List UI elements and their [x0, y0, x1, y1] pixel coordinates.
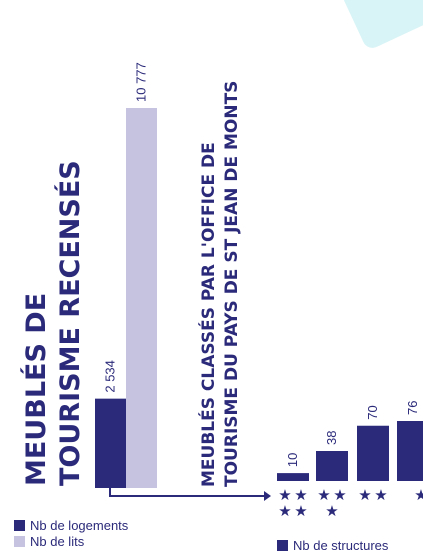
legend-label-logements: Nb de logements: [30, 517, 129, 533]
chart2-value-label-4: 76: [405, 401, 420, 415]
chart2-legend: Nb de structures: [277, 537, 388, 553]
chart2-value-label-3: 70: [365, 405, 380, 419]
chart2-star-icon-2-3: ★: [325, 502, 338, 520]
chart2-value-label-2: 38: [324, 431, 339, 445]
chart1-bar-logements: [95, 398, 126, 488]
chart2-star-icon-1-4: ★: [294, 502, 307, 520]
chart2-value-label-1: 10: [285, 453, 300, 467]
legend-swatch-logements: [14, 519, 25, 531]
chart2-star-icon-1-1: ★: [278, 486, 291, 504]
chart1-value-label-logements: 2 534: [103, 360, 118, 393]
legend-swatch-lits: [14, 535, 25, 547]
legend-label-lits: Nb de lits: [30, 533, 85, 549]
chart2-star-icon-2-1: ★: [317, 486, 330, 504]
legend-item-lits: Nb de lits: [14, 533, 128, 549]
chart2-star-icon-1-2: ★: [294, 486, 307, 504]
chart2-bar-2: [316, 451, 348, 481]
chart1-bar-lits: [126, 108, 157, 488]
chart2-star-icon-4-1: ★: [414, 486, 423, 504]
chart2-bar-1: [277, 473, 309, 481]
chart1-value-label-lits: 10 777: [134, 62, 149, 102]
chart2-bar-3: [357, 425, 389, 481]
connector-arrow-line: [109, 488, 264, 497]
chart1-legend: Nb de logements Nb de lits: [14, 517, 128, 549]
chart2-star-icon-1-3: ★: [278, 502, 291, 520]
chart2-star-icon-2-2: ★: [333, 486, 346, 504]
legend-swatch-structures: [277, 539, 288, 551]
legend-item-logements: Nb de logements: [14, 517, 128, 533]
connector-arrow-head: [264, 491, 271, 501]
legend-label-structures: Nb de structures: [293, 537, 389, 553]
legend-item-structures: Nb de structures: [277, 537, 388, 553]
chart2-star-icon-3-1: ★: [358, 486, 371, 504]
chart2-star-icon-3-2: ★: [374, 486, 387, 504]
chart2-bar-4: [397, 421, 423, 481]
